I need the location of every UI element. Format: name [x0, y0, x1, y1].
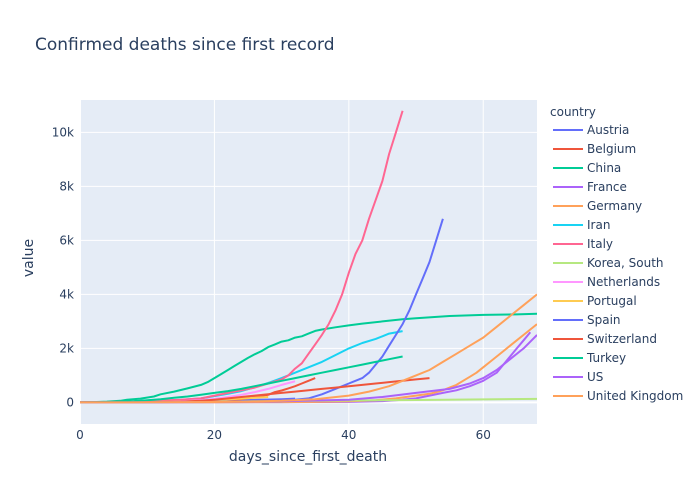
legend-item-spain[interactable]: Spain: [553, 313, 621, 327]
legend-label: Austria: [587, 123, 629, 137]
legend-item-austria[interactable]: Austria: [553, 123, 629, 137]
x-tick-label: 60: [476, 428, 491, 442]
x-tick-label: 40: [341, 428, 356, 442]
legend-item-korea-south[interactable]: Korea, South: [553, 256, 664, 270]
legend-item-france[interactable]: France: [553, 180, 627, 194]
x-tick-label: 0: [76, 428, 84, 442]
series-line-germany: [80, 323, 537, 404]
legend-item-germany[interactable]: Germany: [553, 199, 642, 213]
legend-label: Germany: [587, 199, 642, 213]
legend-label: Spain: [587, 313, 621, 327]
y-axis-title: value: [21, 239, 37, 277]
y-tick-label: 4k: [59, 287, 74, 301]
series-line-united-kingdom: [80, 293, 537, 404]
series-line-turkey: [80, 355, 403, 404]
legend-item-belgium[interactable]: Belgium: [553, 142, 636, 156]
legend-item-us[interactable]: US: [553, 370, 603, 384]
legend-label: Korea, South: [587, 256, 664, 270]
legend-label: China: [587, 161, 621, 175]
chart-title: Confirmed deaths since first record: [35, 35, 335, 55]
legend-item-turkey[interactable]: Turkey: [553, 351, 626, 365]
legend-item-italy[interactable]: Italy: [553, 237, 613, 251]
x-axis-title: days_since_first_death: [229, 449, 387, 465]
legend-item-iran[interactable]: Iran: [553, 218, 610, 232]
plot-area: 0 2k 4k 6k 8k 10k 0 20 40 60: [52, 100, 537, 442]
series-line-italy: [80, 110, 404, 404]
y-tick-label: 10k: [52, 125, 74, 139]
legend-title: country: [550, 105, 596, 119]
legend-item-netherlands[interactable]: Netherlands: [553, 275, 660, 289]
legend-item-china[interactable]: China: [553, 161, 621, 175]
legend-item-united-kingdom[interactable]: United Kingdom: [553, 389, 683, 403]
legend-label: France: [587, 180, 627, 194]
legend-label: Iran: [587, 218, 610, 232]
legend-label: Italy: [587, 237, 613, 251]
legend-item-portugal[interactable]: Portugal: [553, 294, 637, 308]
legend-item-switzerland[interactable]: Switzerland: [553, 332, 657, 346]
legend-label: United Kingdom: [587, 389, 683, 403]
legend-label: Netherlands: [587, 275, 660, 289]
plot-background: [80, 100, 537, 424]
series-line-china: [80, 312, 537, 404]
legend-label: Belgium: [587, 142, 636, 156]
legend-label: Turkey: [586, 351, 626, 365]
y-tick-label: 2k: [59, 341, 74, 355]
legend: country Austria Belgium China France Germany…: [550, 105, 683, 403]
series-lines: [80, 110, 537, 404]
legend-label: Portugal: [587, 294, 637, 308]
legend-label: Switzerland: [587, 332, 657, 346]
y-tick-label: 8k: [59, 179, 74, 193]
y-tick-label: 6k: [59, 233, 74, 247]
legend-label: US: [587, 370, 603, 384]
y-tick-label: 0: [66, 395, 74, 409]
x-tick-label: 20: [207, 428, 222, 442]
